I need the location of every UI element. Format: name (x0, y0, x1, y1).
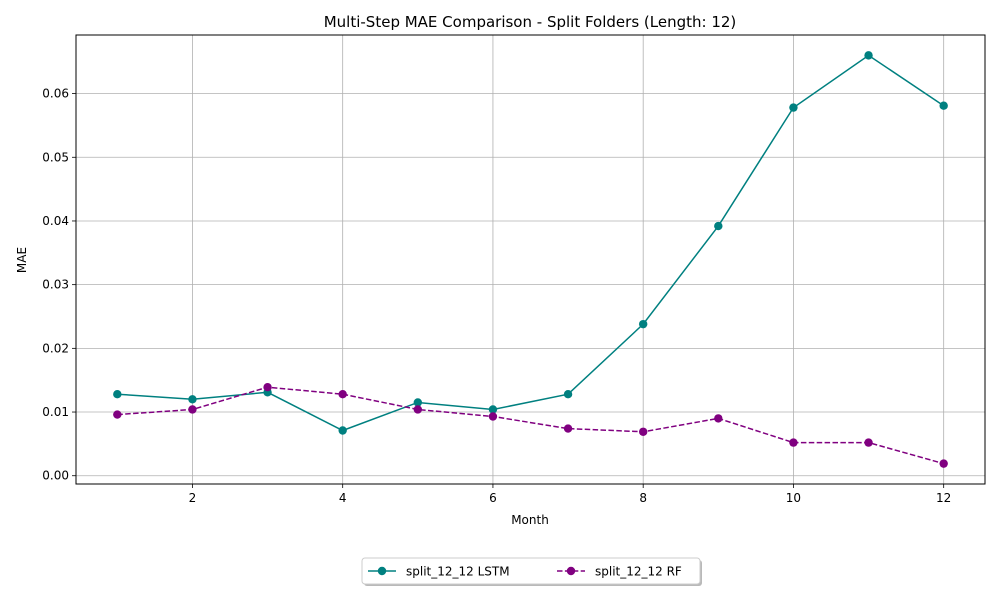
legend-label: split_12_12 LSTM (406, 565, 510, 579)
data-point (263, 382, 272, 392)
data-point (413, 405, 423, 414)
series-line (117, 386, 944, 465)
data-point (338, 390, 347, 399)
x-tick-label: 6 (489, 491, 497, 505)
legend-marker (566, 566, 576, 576)
legend-box (361, 557, 701, 585)
data-point (789, 103, 798, 112)
y-axis: 0.00 0.01 0.02 0.03 0.04 0.05 0.06 (42, 87, 76, 483)
y-axis-label: MAE (15, 247, 29, 273)
data-point (188, 405, 197, 414)
legend: split_12_12 LSTM split_12_12 RF (361, 557, 702, 586)
y-tick-label: 0.02 (42, 341, 69, 355)
legend-marker (377, 566, 387, 576)
y-tick-label: 0.01 (42, 405, 69, 419)
data-point (413, 398, 423, 407)
data-point (864, 51, 873, 60)
plot-frame (75, 34, 986, 485)
y-tick-label: 0.00 (42, 469, 69, 483)
data-point (638, 319, 648, 329)
x-tick-label: 2 (189, 491, 197, 505)
series-line (117, 54, 945, 432)
chart-title: Multi-Step MAE Comparison - Split Folder… (324, 13, 737, 31)
legend-label: split_12_12 RF (595, 565, 682, 579)
data-point (864, 438, 873, 447)
x-axis: 2 4 6 8 10 12 (189, 484, 951, 505)
data-point (714, 414, 723, 423)
data-point (939, 101, 948, 110)
data-point (939, 459, 948, 468)
series-layer (113, 51, 948, 468)
data-point (563, 390, 573, 399)
data-point (188, 395, 197, 404)
data-point (789, 438, 798, 447)
data-point (638, 427, 648, 436)
data-point (488, 412, 498, 421)
data-point (714, 221, 723, 231)
grid (76, 35, 985, 484)
series-2 (113, 382, 948, 468)
x-axis-label: Month (511, 513, 549, 527)
y-tick-label: 0.06 (42, 87, 69, 101)
y-tick-label: 0.05 (42, 150, 69, 164)
y-tick-label: 0.03 (42, 278, 69, 292)
x-tick-label: 8 (639, 491, 647, 505)
data-point (113, 410, 122, 419)
x-tick-label: 4 (339, 491, 347, 505)
x-tick-label: 12 (936, 491, 951, 505)
y-tick-label: 0.04 (42, 214, 69, 228)
x-tick-label: 10 (786, 491, 801, 505)
data-point (338, 426, 347, 435)
series-1 (113, 51, 948, 435)
data-point (113, 390, 122, 399)
data-point (488, 405, 498, 414)
data-point (563, 424, 573, 433)
